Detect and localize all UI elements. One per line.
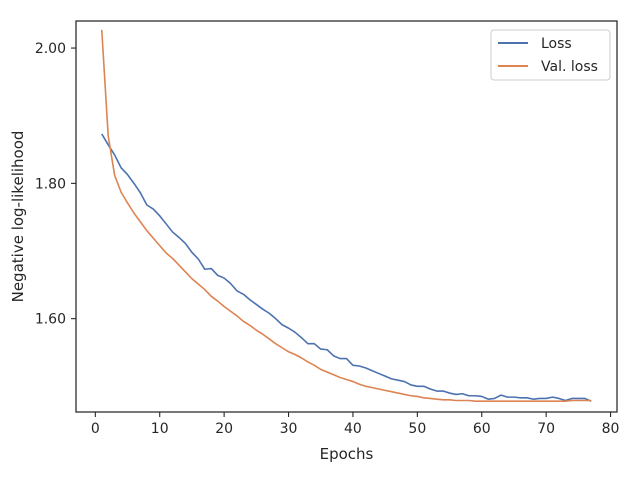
x-tick-label: 0	[91, 421, 100, 437]
y-tick-label: 1.80	[35, 176, 66, 192]
x-tick-label: 30	[280, 421, 298, 437]
plot-frame	[75, 20, 618, 413]
series-line-val-loss	[100, 29, 592, 402]
x-tick-label: 60	[473, 421, 491, 437]
legend: Loss Val. loss	[490, 29, 611, 81]
x-tick-label: 80	[602, 421, 620, 437]
y-axis-ticks: 1.60 1.80 2.00	[35, 41, 76, 328]
x-axis-label: Epochs	[320, 445, 374, 463]
x-axis-ticks: 0 10 20 30 40 50 60 70 80	[91, 412, 620, 437]
x-tick-label: 10	[151, 421, 169, 437]
legend-label-loss: Loss	[541, 36, 572, 52]
y-tick-label: 2.00	[35, 41, 66, 57]
y-tick-label: 1.60	[35, 312, 66, 328]
x-tick-label: 70	[537, 421, 555, 437]
series-layer	[100, 29, 592, 402]
x-tick-label: 40	[344, 421, 362, 437]
series-line-loss	[101, 133, 592, 402]
x-tick-label: 20	[215, 421, 233, 437]
x-tick-label: 50	[408, 421, 426, 437]
legend-label-val-loss: Val. loss	[541, 59, 598, 75]
y-axis-label: Negative log-likelihood	[9, 131, 27, 303]
